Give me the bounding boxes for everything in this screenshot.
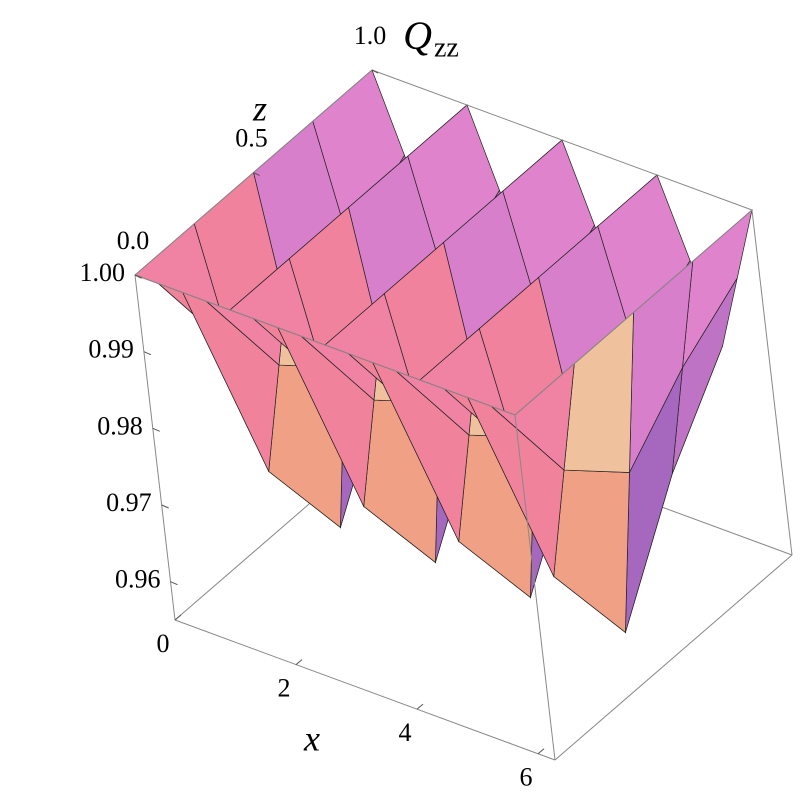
v-tick-label: 0.97 (106, 488, 152, 517)
chart-title: Q (403, 13, 432, 58)
x-tick (295, 659, 303, 665)
box-edge (514, 414, 556, 761)
v-tick-label: 0.98 (97, 411, 143, 440)
x-tick-label: 2 (278, 674, 291, 703)
z-tick (253, 172, 260, 176)
surface-patch (553, 469, 630, 634)
box-edge (134, 274, 516, 416)
box-edge (371, 69, 753, 211)
x-axis-label: x (303, 718, 320, 758)
x-tick-label: 6 (520, 763, 533, 792)
z-tick (371, 69, 379, 74)
box-edge (134, 274, 176, 621)
v-tick (152, 427, 160, 432)
box-edge (174, 619, 556, 761)
box-edge (554, 554, 793, 761)
x-tick (174, 614, 182, 621)
x-tick (537, 748, 545, 755)
z-tick-label: 0.5 (235, 123, 268, 152)
z-axis-label: z (252, 88, 267, 128)
z-tick-label: 1.0 (354, 21, 387, 50)
v-tick-label: 0.99 (88, 335, 134, 364)
v-tick (143, 351, 152, 356)
v-tick-label: 1.00 (80, 258, 126, 287)
z-tick-label: 0.0 (117, 226, 150, 255)
v-tick (134, 274, 143, 279)
box-edge (751, 209, 793, 556)
x-tick-label: 4 (399, 718, 412, 747)
v-tick (161, 504, 169, 509)
v-tick (170, 581, 178, 586)
box-edge (514, 209, 753, 416)
v-tick-label: 0.96 (115, 565, 161, 594)
chart-title-subscript: zz (434, 32, 459, 63)
x-tick-label: 0 (157, 629, 170, 658)
x-tick (416, 703, 424, 710)
